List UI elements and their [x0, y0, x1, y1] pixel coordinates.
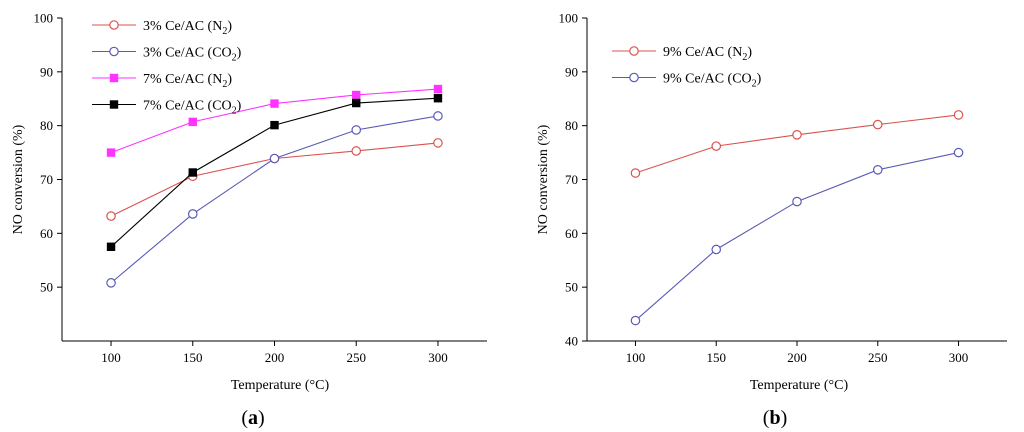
- panel-a-series-4-point: [188, 168, 197, 177]
- panel-b-series-1-point: [953, 110, 964, 120]
- panel-a-legend-marker: [109, 100, 119, 109]
- panel-a-legend-label: 3% Ce/AC (CO2): [143, 46, 242, 64]
- panel-a-legend-marker: [109, 73, 119, 83]
- panel-a-series-4-point: [433, 94, 443, 103]
- panel-a-series-2-line: [110, 115, 439, 284]
- panel-b-series-2-point: [711, 244, 722, 255]
- panel-a-y-tick-label: 80: [40, 118, 53, 133]
- panel-b-x-tick-label: 100: [626, 350, 646, 365]
- panel-b-x-tick-label: 150: [706, 350, 726, 365]
- panel-a-series-4-point: [352, 98, 361, 108]
- panel-a-series-4-point: [106, 242, 116, 251]
- panel-a-series-4-point: [270, 120, 279, 130]
- panel-b-legend-label: 9% Ce/AC (N2): [663, 45, 752, 63]
- panel-a-y-axis-label: NO conversion (%): [11, 124, 26, 234]
- panel-b: 100 150 200 250 300 40 50 60 70 80 90 100 Temperatur…: [536, 11, 1007, 429]
- panel-a-x-tick-label: 200: [265, 350, 285, 365]
- panel-a-y-tick-label: 70: [40, 172, 53, 187]
- panel-a-legend-marker: [109, 46, 119, 57]
- panel-a-series-3-point: [433, 84, 443, 94]
- panel-a-series-2-point: [433, 111, 443, 121]
- panel-b-series-2-line: [635, 152, 959, 321]
- panel-a-series-2-point: [187, 209, 198, 219]
- panel-a-x-tick-label: 300: [428, 350, 448, 365]
- panel-a-series-3-point: [106, 148, 116, 157]
- panel-b-label: (b): [763, 407, 787, 429]
- panel-a: 100 150 200 250 300 50 60 70 80 90 100 Temperature …: [11, 11, 487, 429]
- panel-b-series-1-point: [792, 130, 802, 140]
- panel-a-x-tick-label: 100: [101, 350, 121, 365]
- panel-a-series-4-line: [110, 97, 438, 248]
- panel-b-series-1-point: [872, 119, 883, 130]
- panel-a-legend-label: 7% Ce/AC (N2): [143, 72, 232, 90]
- panel-b-y-axis-label: NO conversion (%): [536, 124, 551, 234]
- panel-a-series-2-point: [269, 153, 280, 164]
- panel-a-series-3-point: [352, 90, 361, 100]
- panel-a-series-1-point: [433, 138, 443, 148]
- panel-a-series-3-point: [188, 117, 197, 127]
- panel-a-y-tick-label: 90: [40, 64, 53, 79]
- panel-a-series-1-point: [351, 146, 362, 156]
- panel-a-y-tick-label: 50: [40, 280, 53, 295]
- panel-a-legend-marker: [109, 20, 119, 30]
- panel-b-legend-label: 9% Ce/AC (CO2): [663, 72, 762, 90]
- panel-b-y-tick-label: 80: [565, 118, 578, 133]
- panel-b-series-2-point: [630, 315, 641, 326]
- panel-b-y-tick-label: 90: [565, 64, 578, 79]
- panel-a-x-tick-label: 250: [346, 350, 366, 365]
- panel-b-y-tick-label: 40: [565, 334, 578, 349]
- panel-b-x-axis-label: Temperature (°C): [750, 378, 849, 393]
- panel-b-series-1-line: [635, 114, 959, 174]
- panel-a-x-tick-label: 150: [183, 350, 203, 365]
- panel-b-y-tick-label: 70: [565, 172, 578, 187]
- panel-b-series-2-point: [792, 196, 802, 207]
- panel-a-series-2-point: [351, 125, 362, 135]
- panel-a-x-axis-label: Temperature (°C): [231, 378, 330, 393]
- panel-a-series-3-point: [270, 99, 279, 108]
- panel-a-y-tick-label: 60: [40, 226, 53, 241]
- panel-a-series-2-point: [106, 278, 116, 288]
- panel-b-series-2-point: [953, 147, 964, 158]
- panel-a-series-1-point: [106, 211, 116, 221]
- panel-a-legend-label: 3% Ce/AC (N2): [143, 19, 232, 37]
- panel-b-series-1-point: [711, 141, 722, 151]
- panel-b-y-tick-label: 60: [565, 226, 578, 241]
- panel-a-label: (a): [241, 407, 264, 429]
- panel-b-series-2-point: [872, 165, 883, 175]
- panel-b-legend-marker: [629, 46, 639, 56]
- panel-b-series-1-point: [630, 168, 641, 178]
- panel-b-x-tick-label: 300: [949, 350, 969, 365]
- panel-b-x-tick-label: 250: [868, 350, 888, 365]
- panel-b-legend-marker: [629, 72, 639, 83]
- panel-b-x-tick-label: 200: [787, 350, 807, 365]
- panel-a-legend-label: 7% Ce/AC (CO2): [143, 99, 242, 117]
- panel-a-y-tick-label: 100: [34, 11, 54, 26]
- panel-b-y-tick-label: 50: [565, 280, 578, 295]
- panel-b-y-tick-label: 100: [559, 11, 579, 26]
